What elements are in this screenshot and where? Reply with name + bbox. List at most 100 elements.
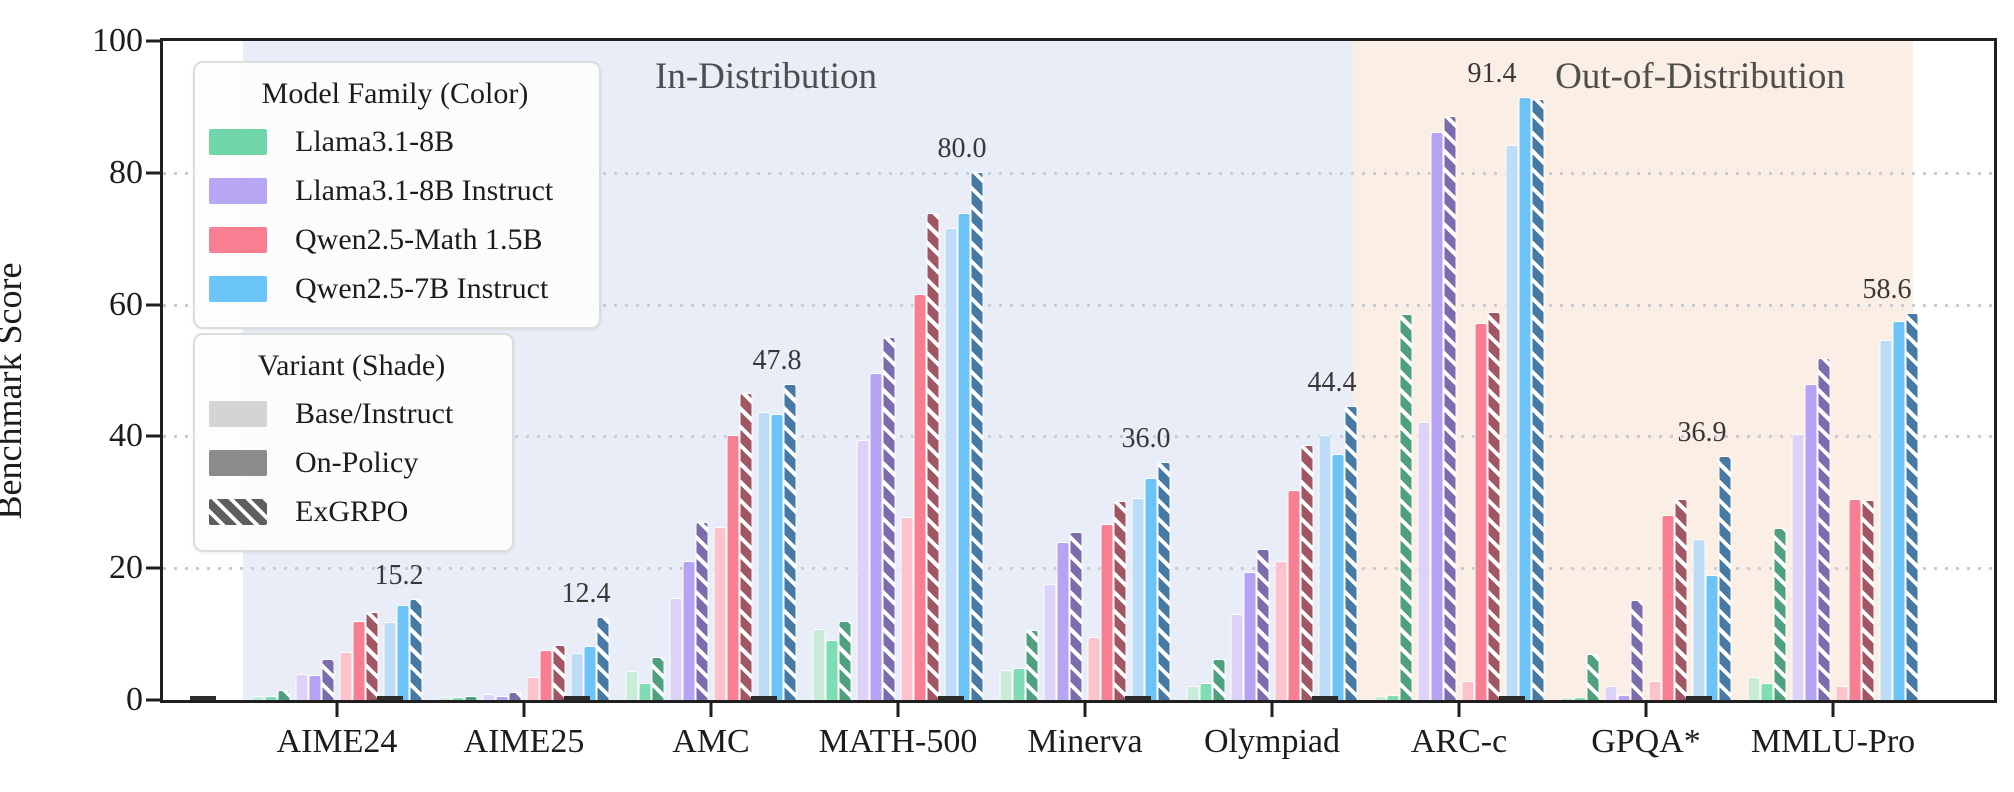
bar — [1761, 683, 1773, 700]
x-axis-line — [160, 700, 1997, 703]
bar — [296, 674, 308, 700]
y-tick-mark — [146, 171, 160, 175]
y-tick-label-0: 0 — [126, 681, 143, 718]
bar-group-GPQA* — [1561, 456, 1731, 700]
x-tick-mark — [1457, 703, 1461, 717]
bar — [1145, 479, 1157, 700]
bar — [540, 651, 552, 700]
gridline-60 — [163, 303, 1997, 307]
baseline-dash — [1499, 696, 1525, 700]
bar — [971, 172, 983, 700]
bar — [1906, 313, 1918, 700]
x-tick-label-AIME24: AIME24 — [276, 723, 398, 760]
bar-group-MATH-500 — [813, 172, 983, 700]
bar — [496, 697, 508, 700]
bar — [626, 671, 638, 700]
bar — [265, 696, 277, 700]
right-spine — [1994, 38, 1997, 703]
y-tick-label-40: 40 — [109, 417, 143, 455]
bar — [1187, 687, 1199, 700]
bar — [397, 606, 409, 700]
baseline-dash — [190, 696, 216, 700]
bar — [1792, 435, 1804, 700]
region-title-in-distribution: In-Distribution — [655, 56, 877, 97]
bar — [1693, 539, 1705, 700]
max-value-annotation-Olympiad: 44.4 — [1307, 367, 1357, 399]
bar — [1000, 671, 1012, 700]
y-tick-label-100: 100 — [92, 22, 143, 59]
x-tick-label-AMC: AMC — [672, 723, 750, 760]
bar — [1706, 576, 1718, 700]
legend-item-label: Qwen2.5-Math 1.5B — [295, 222, 543, 256]
gridline-80 — [163, 171, 1997, 175]
bar — [1319, 436, 1331, 700]
bar — [1301, 445, 1313, 700]
bar — [410, 599, 422, 700]
legend-variant: Variant (Shade) Base/Instruct On-Policy … — [193, 333, 514, 552]
bar — [483, 695, 495, 700]
x-tick-mark — [1831, 703, 1835, 717]
bar — [714, 528, 726, 700]
bar — [584, 647, 596, 700]
bar — [384, 622, 396, 700]
bar — [322, 660, 334, 700]
bar — [696, 522, 708, 700]
bar — [1587, 655, 1599, 700]
bar — [1774, 529, 1786, 700]
llama-instruct-color-swatch — [209, 177, 267, 204]
x-tick-mark — [1644, 703, 1648, 717]
bar — [901, 518, 913, 700]
bar — [571, 653, 583, 700]
x-tick-label-Olympiad: Olympiad — [1204, 723, 1340, 760]
bar — [1605, 686, 1617, 700]
bar — [1288, 491, 1300, 700]
y-tick-mark — [146, 303, 160, 307]
x-tick-mark — [1083, 703, 1087, 717]
x-tick-label-MATH-500: MATH-500 — [818, 723, 978, 760]
bar — [670, 599, 682, 700]
bar-group-Minerva — [1000, 462, 1170, 700]
legend-item-label: Llama3.1-8B — [295, 124, 455, 158]
legend-item-label: Llama3.1-8B Instruct — [295, 173, 554, 207]
bar — [945, 228, 957, 700]
legend-item-label: ExGRPO — [295, 494, 409, 528]
baseline-dash — [751, 696, 777, 700]
bar — [252, 697, 264, 700]
y-axis-line — [160, 38, 163, 703]
legend-item-base-instruct: Base/Instruct — [209, 389, 494, 438]
legend-item-qwen-instruct: Qwen2.5-7B Instruct — [209, 264, 581, 313]
bar — [1805, 385, 1817, 700]
x-tick-label-GPQA*: GPQA* — [1591, 723, 1701, 760]
bar — [857, 441, 869, 700]
bar — [958, 213, 970, 700]
bar — [1475, 324, 1487, 700]
legend-item-label: Qwen2.5-7B Instruct — [295, 271, 549, 305]
baseline-dash — [1125, 696, 1151, 700]
bar — [1088, 638, 1100, 700]
bar — [1675, 499, 1687, 700]
bar — [597, 618, 609, 700]
bar — [927, 213, 939, 700]
bar — [1231, 615, 1243, 700]
bar-group-Olympiad — [1187, 407, 1357, 700]
bar — [1561, 698, 1573, 700]
bar — [1374, 697, 1386, 700]
legend-family-title: Model Family (Color) — [261, 77, 529, 110]
bar — [1849, 499, 1861, 700]
y-tick-mark — [146, 39, 160, 43]
bar — [452, 698, 464, 700]
bar — [366, 613, 378, 700]
bar — [652, 658, 664, 700]
bar — [1132, 499, 1144, 700]
bar — [553, 645, 565, 700]
x-tick-label-Minerva: Minerva — [1027, 723, 1143, 760]
bar — [1719, 456, 1731, 700]
max-value-annotation-Minerva: 36.0 — [1121, 422, 1171, 454]
bar — [278, 691, 290, 700]
qwen-math-color-swatch — [209, 226, 267, 253]
bar — [1013, 669, 1025, 700]
bar — [727, 436, 739, 700]
bar — [883, 337, 895, 700]
bar — [1244, 572, 1256, 700]
bar — [1462, 681, 1474, 700]
